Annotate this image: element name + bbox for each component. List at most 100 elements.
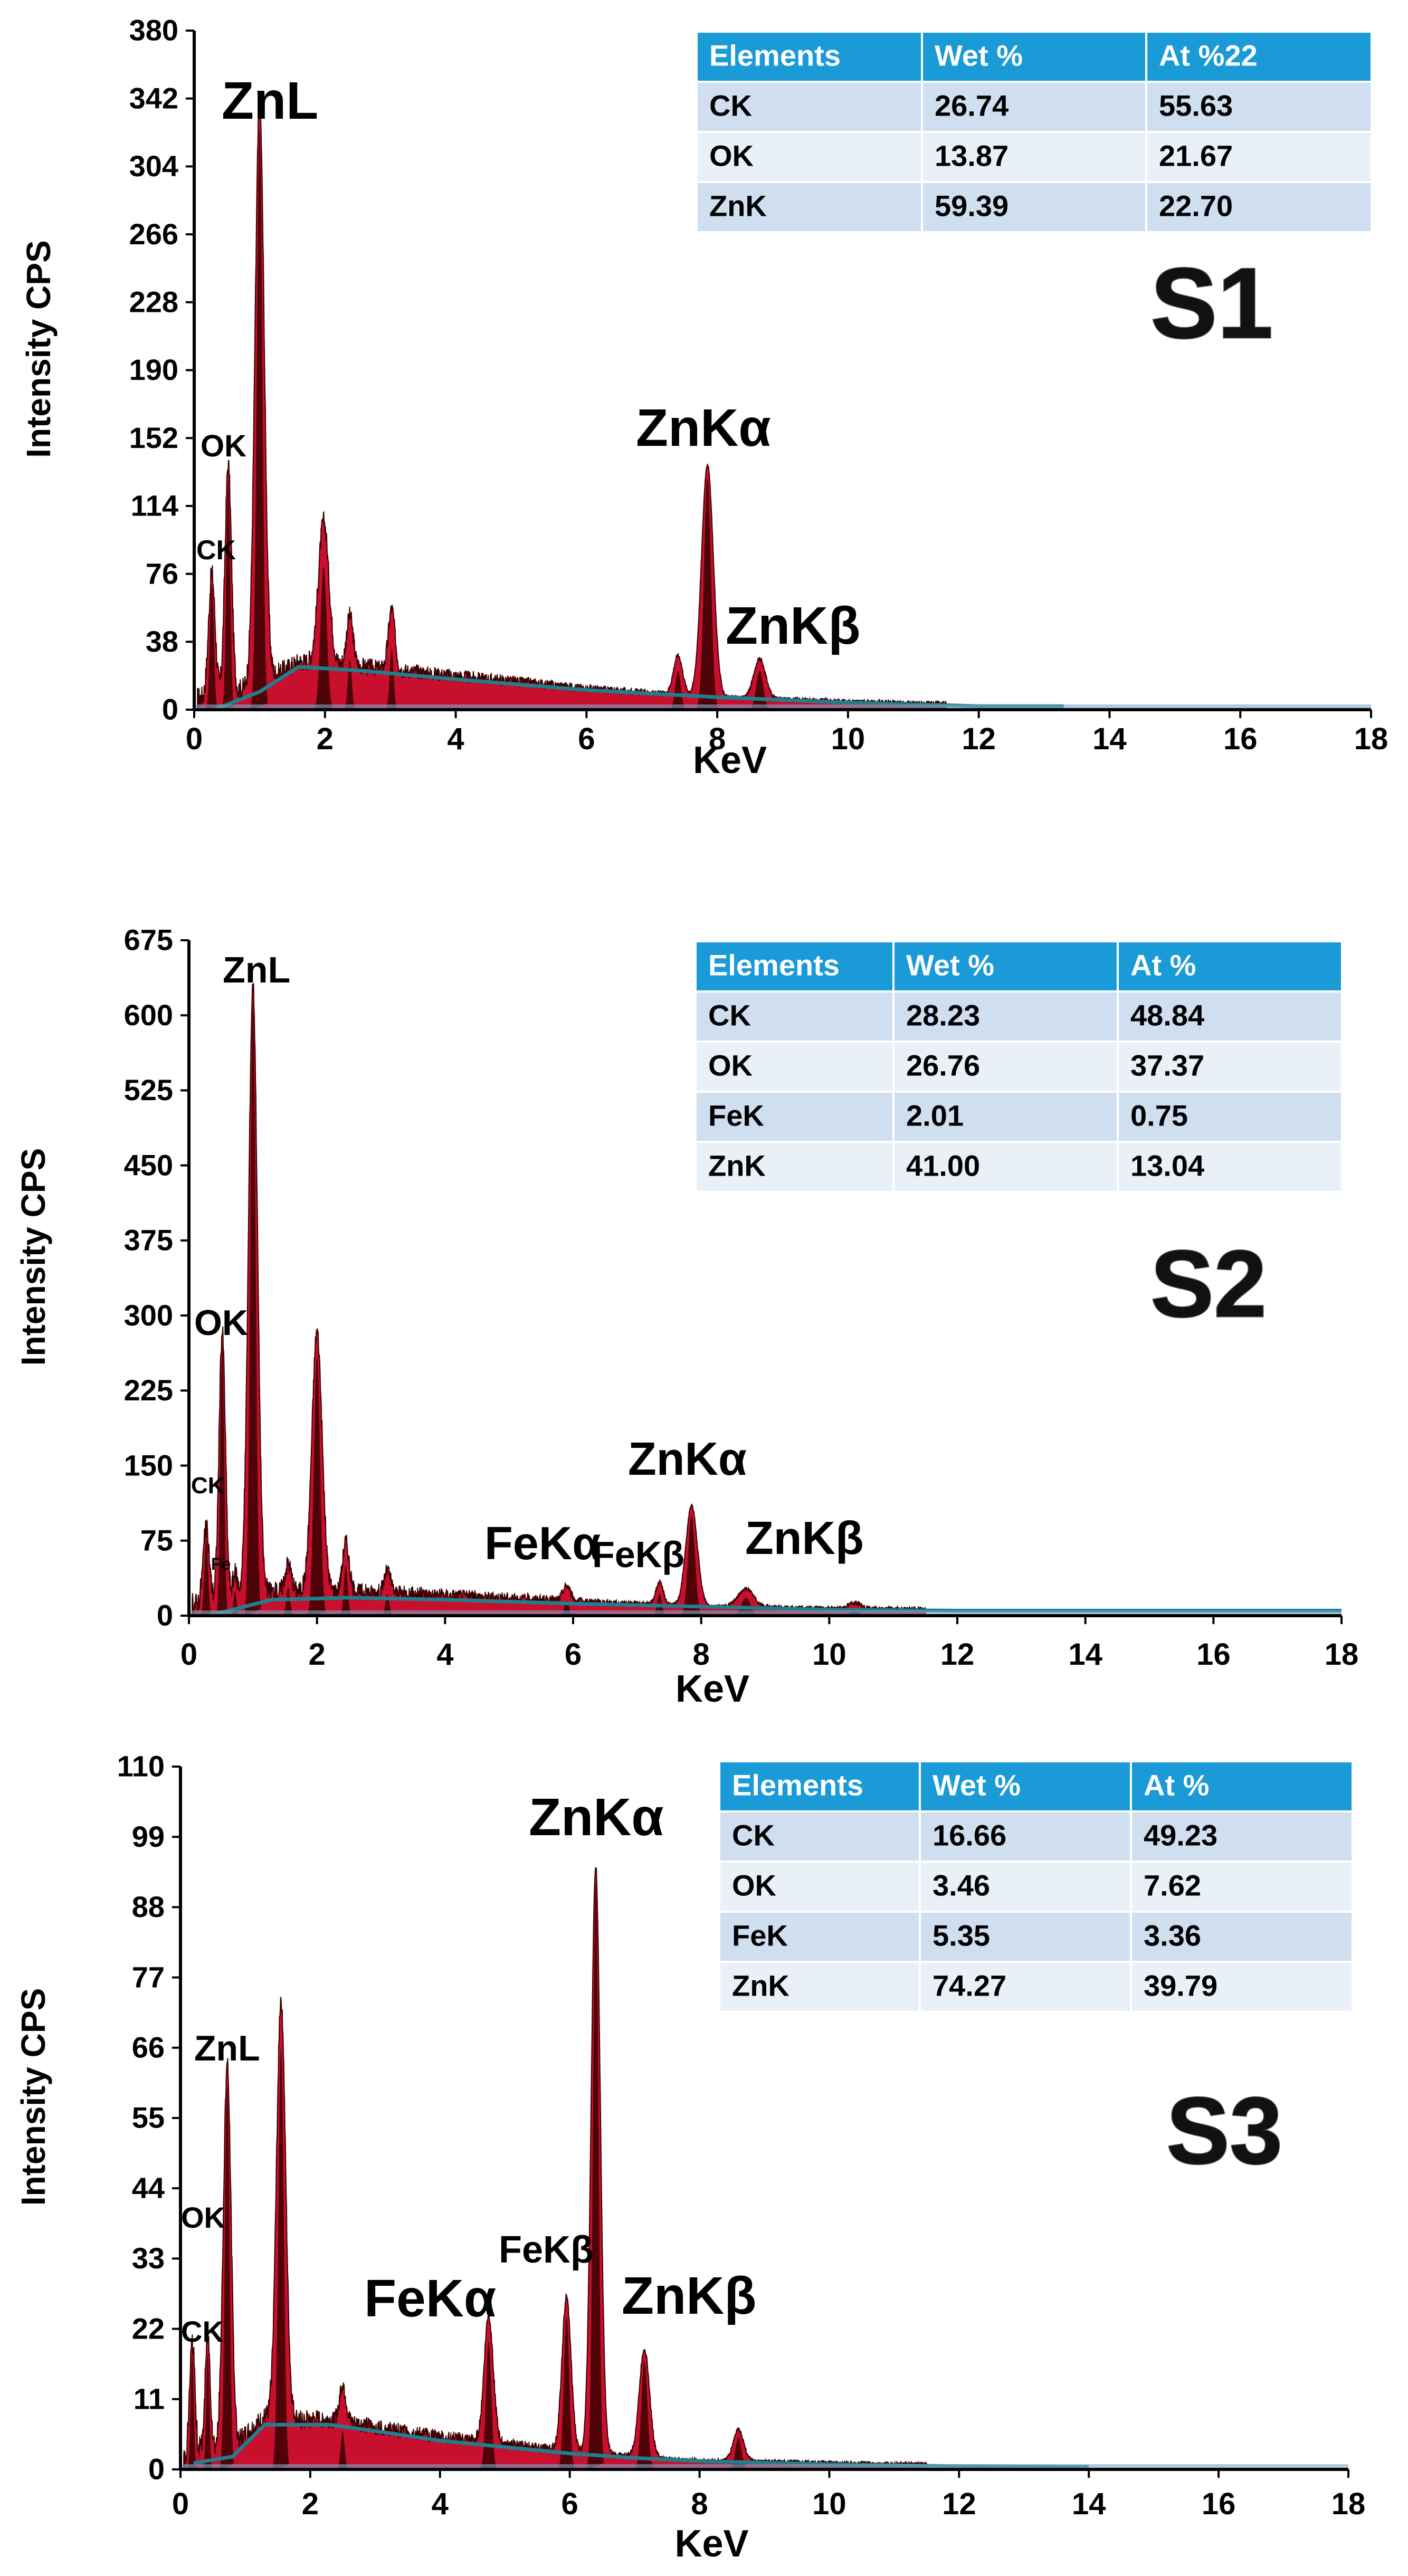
peak-mark-1 bbox=[203, 2354, 213, 2469]
peak-label: ZnKα bbox=[628, 1433, 747, 1485]
peak-label: ZnKβ bbox=[726, 596, 860, 655]
table-header-cell bbox=[1119, 942, 1341, 990]
table-cell-text: 55.63 bbox=[1159, 89, 1233, 122]
table-header-label: Wet % bbox=[935, 39, 1023, 72]
table-cell bbox=[697, 993, 892, 1041]
peak-label: CK bbox=[196, 535, 236, 566]
y-axis-title: Intensity CPS bbox=[14, 1148, 52, 1366]
table-header-label: Elements bbox=[732, 1769, 863, 1802]
x-tick-label: 8 bbox=[693, 1637, 710, 1672]
peak-mark-4 bbox=[337, 2431, 349, 2469]
y-tick-label: 114 bbox=[131, 489, 178, 522]
y-tick-label: 77 bbox=[132, 1960, 165, 1993]
x-tick-label: 6 bbox=[565, 1637, 582, 1672]
table-cell bbox=[895, 1093, 1117, 1141]
composition-table: Elements Wet % At % CK 28.23 48.84 OK 26.76 37.3… bbox=[697, 942, 1341, 1191]
x-tick-label: 18 bbox=[1331, 2487, 1366, 2521]
peak-label: CK bbox=[181, 2315, 224, 2348]
table-cell-text: ZnK bbox=[732, 1969, 789, 2002]
table-cell-text: 41.00 bbox=[906, 1149, 980, 1182]
table-cell bbox=[921, 1863, 1130, 1911]
peak-label: OK bbox=[201, 429, 246, 463]
table-cell-text: CK bbox=[732, 1819, 775, 1852]
y-tick-label: 0 bbox=[162, 693, 178, 726]
baseline-band bbox=[194, 704, 1371, 710]
spectrum-panel-s1: 0 2 4 6 8 10 12 14 16 18 0 38 76 114 152 190 228 266 304 34… bbox=[20, 14, 1388, 781]
table-cell-text: 16.66 bbox=[933, 1819, 1006, 1852]
table-cell-text: 39.79 bbox=[1144, 1969, 1217, 2002]
table-cell-text: OK bbox=[708, 1049, 753, 1082]
x-tick-label: 8 bbox=[709, 722, 726, 756]
table-cell bbox=[1119, 1043, 1341, 1091]
x-tick-label: 14 bbox=[1092, 722, 1127, 756]
table-cell-text: 74.27 bbox=[933, 1969, 1006, 2002]
table-header-label: At % bbox=[1144, 1769, 1209, 1802]
table-cell bbox=[1147, 83, 1371, 131]
table-cell-text: 49.23 bbox=[1144, 1819, 1217, 1852]
y-tick-label: 110 bbox=[117, 1750, 165, 1783]
baseline-band bbox=[180, 2464, 1348, 2469]
peak-mark-4 bbox=[282, 1587, 294, 1616]
peak-mark-0 bbox=[206, 584, 218, 710]
peak-label: FeKβ bbox=[499, 2229, 594, 2271]
spectrum-area bbox=[197, 99, 947, 710]
table-cell-text: 48.84 bbox=[1130, 999, 1204, 1032]
peak-label: OK bbox=[181, 2201, 225, 2234]
y-tick-label: 675 bbox=[124, 923, 173, 957]
table-cell bbox=[923, 133, 1145, 181]
y-tick-label: 76 bbox=[146, 557, 178, 590]
table-cell bbox=[697, 1043, 892, 1091]
peak-label: FeKα bbox=[484, 1517, 601, 1569]
x-tick-label: 0 bbox=[186, 722, 203, 756]
table-cell bbox=[1132, 1812, 1352, 1861]
x-tick-label: 10 bbox=[812, 1637, 846, 1672]
y-tick-label: 33 bbox=[132, 2241, 165, 2275]
peak-label: ZnKα bbox=[636, 398, 771, 457]
y-tick-label: 38 bbox=[146, 625, 178, 658]
x-tick-label: 6 bbox=[562, 2487, 578, 2521]
table-cell-text: 26.76 bbox=[906, 1049, 980, 1082]
composition-table: Elements Wet % At % CK 16.66 49.23 OK 3.46 7.62 F… bbox=[720, 1762, 1352, 2011]
y-tick-label: 228 bbox=[129, 285, 178, 319]
peak-mark-0 bbox=[200, 1540, 212, 1616]
peak-mark-6 bbox=[670, 670, 687, 710]
table-cell bbox=[921, 1812, 1130, 1861]
x-tick-label: 16 bbox=[1202, 2487, 1236, 2521]
table-cell bbox=[720, 1863, 919, 1911]
x-axis-title: KeV bbox=[674, 2523, 748, 2565]
y-tick-label: 375 bbox=[124, 1224, 173, 1257]
peak-label: ZnL bbox=[222, 71, 318, 130]
peak-mark-6 bbox=[558, 2316, 575, 2469]
y-tick-label: 44 bbox=[132, 2171, 165, 2205]
table-cell bbox=[697, 1093, 892, 1141]
table-cell-text: FeK bbox=[732, 1919, 788, 1952]
y-tick-label: 450 bbox=[124, 1148, 173, 1181]
table-header-label: Elements bbox=[709, 39, 841, 72]
y-tick-label: 99 bbox=[132, 1820, 165, 1853]
table-cell-text: OK bbox=[709, 139, 754, 173]
table-cell-text: 59.39 bbox=[935, 189, 1009, 223]
y-tick-label: 266 bbox=[129, 217, 178, 251]
table-cell bbox=[698, 83, 921, 131]
table-cell-text: 21.67 bbox=[1159, 139, 1233, 173]
peak-mark-5 bbox=[480, 2341, 497, 2469]
table-header-label: Wet % bbox=[933, 1769, 1021, 1802]
x-tick-label: 4 bbox=[432, 2487, 449, 2521]
table-cell-text: FeK bbox=[708, 1099, 764, 1132]
y-tick-label: 66 bbox=[132, 2031, 165, 2064]
table-cell bbox=[1132, 1963, 1352, 2011]
peak-mark-4 bbox=[344, 660, 356, 710]
table-cell-text: 13.04 bbox=[1130, 1149, 1204, 1182]
table-header-cell bbox=[923, 33, 1145, 81]
y-tick-label: 0 bbox=[148, 2453, 165, 2486]
y-tick-label: 152 bbox=[129, 421, 178, 454]
table-cell bbox=[895, 1143, 1117, 1191]
table-header-cell bbox=[895, 942, 1117, 990]
peak-label: FeKα bbox=[364, 2269, 496, 2328]
x-tick-label: 18 bbox=[1325, 1637, 1359, 1672]
peak-mark-2 bbox=[220, 2086, 234, 2469]
table-cell-text: 26.74 bbox=[935, 89, 1009, 122]
sample-badge: S1 bbox=[1150, 247, 1273, 359]
y-tick-label: 0 bbox=[157, 1599, 173, 1632]
table-cell bbox=[921, 1963, 1130, 2011]
